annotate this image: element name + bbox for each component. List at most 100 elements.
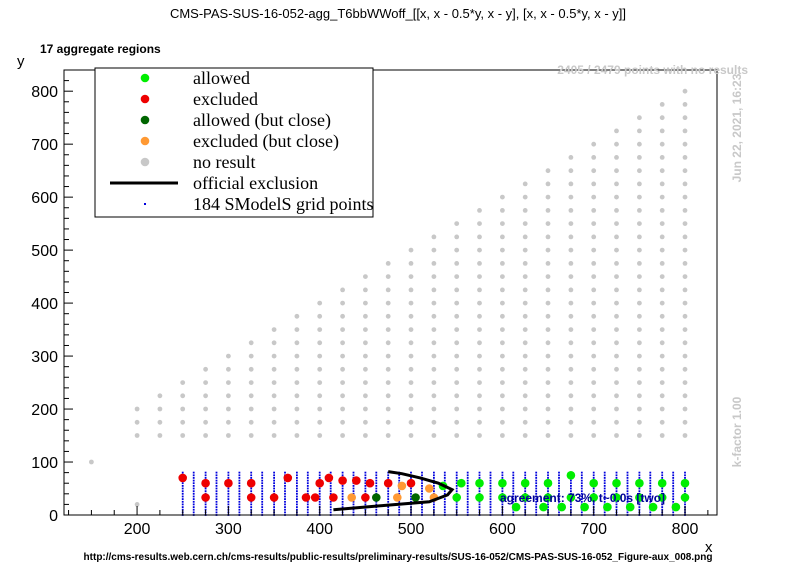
no-result-point	[408, 300, 414, 306]
no-result-point	[545, 194, 551, 200]
agreement-annotation: agreement: 73%, t~0.0s [two]	[500, 491, 665, 505]
legend-label: excluded	[193, 89, 258, 109]
no-result-point	[385, 340, 391, 346]
grid-point	[626, 485, 629, 487]
grid-point	[649, 471, 652, 474]
no-result-point	[682, 168, 688, 174]
grid-point	[261, 477, 264, 479]
grid-point	[238, 500, 241, 503]
point-excluded-close	[397, 481, 407, 491]
source-url: http://cms-results.web.cern.ch/cms-resul…	[84, 552, 713, 563]
grid-point	[238, 471, 241, 474]
grid-point	[215, 495, 218, 498]
grid-point	[489, 508, 492, 511]
grid-point	[478, 471, 481, 474]
grid-point	[364, 487, 367, 490]
no-result-point	[682, 380, 688, 385]
no-result-point	[568, 194, 574, 200]
grid-point	[273, 485, 275, 487]
grid-point	[329, 503, 332, 506]
no-result-point	[682, 327, 688, 332]
no-result-point	[637, 300, 642, 306]
point-allowed	[475, 493, 484, 502]
no-result-point	[568, 261, 574, 266]
grid-point	[501, 471, 504, 474]
grid-point	[547, 490, 549, 493]
grid-point	[512, 511, 515, 514]
no-result-point	[363, 300, 368, 306]
grid-point	[318, 492, 321, 495]
no-result-point	[477, 287, 482, 293]
no-result-point	[614, 155, 619, 160]
grid-point	[547, 508, 549, 511]
grid-point	[443, 498, 446, 500]
grid-point	[284, 511, 286, 514]
grid-point	[570, 482, 572, 485]
no-result-point	[294, 433, 300, 438]
grid-point	[466, 482, 469, 485]
no-result-point	[637, 380, 642, 385]
grid-point	[524, 500, 527, 503]
grid-point	[626, 500, 629, 503]
grid-point	[296, 471, 298, 474]
no-result-point	[568, 313, 574, 319]
grid-point	[398, 474, 401, 477]
point-excluded	[315, 478, 325, 488]
grid-point	[250, 474, 253, 477]
grid-point	[375, 477, 378, 479]
no-result-point	[545, 380, 551, 385]
grid-point	[375, 490, 378, 493]
no-result-point	[180, 419, 186, 425]
legend-label: official exclusion	[193, 173, 318, 193]
no-result-point	[637, 234, 642, 240]
no-result-point	[568, 221, 574, 227]
no-result-point	[408, 327, 414, 332]
grid-point	[626, 495, 629, 498]
no-result-point	[226, 353, 231, 359]
grid-point	[296, 503, 298, 506]
grid-point	[250, 490, 253, 493]
grid-point	[296, 498, 298, 500]
no-result-point	[614, 194, 619, 200]
no-result-point	[408, 287, 414, 293]
point-allowed	[566, 493, 576, 502]
grid-point	[227, 503, 230, 506]
grid-point	[466, 471, 469, 474]
grid-point	[215, 485, 218, 487]
legend-marker	[140, 136, 150, 146]
grid-point	[364, 482, 367, 485]
grid-point	[250, 477, 253, 479]
grid-point	[558, 487, 560, 490]
no-result-point	[591, 234, 597, 240]
no-result-point	[454, 393, 460, 399]
no-result-point	[614, 247, 619, 253]
grid-point	[524, 487, 527, 490]
grid-point	[570, 503, 572, 506]
grid-point	[364, 503, 367, 506]
no-result-point	[682, 393, 688, 399]
grid-point	[296, 492, 298, 495]
grid-point	[489, 511, 492, 514]
no-result-point	[591, 168, 597, 174]
no-result-point	[659, 168, 665, 174]
grid-point	[306, 511, 309, 514]
legend-marker	[144, 203, 146, 205]
grid-point	[410, 471, 412, 474]
no-result-point	[203, 393, 209, 399]
grid-point	[547, 474, 549, 477]
x-tick-label: 200	[124, 521, 151, 538]
grid-point	[535, 487, 538, 490]
no-result-point	[363, 419, 368, 425]
no-result-point	[271, 406, 277, 412]
no-result-point	[340, 300, 345, 306]
no-result-point	[500, 419, 505, 425]
y-tick-label: 200	[31, 402, 58, 419]
grid-point	[410, 490, 412, 493]
grid-point	[318, 503, 321, 506]
grid-point	[489, 482, 492, 485]
point-allowed	[603, 502, 612, 512]
grid-point	[649, 490, 652, 493]
grid-point	[580, 482, 583, 485]
no-result-point	[614, 181, 619, 187]
